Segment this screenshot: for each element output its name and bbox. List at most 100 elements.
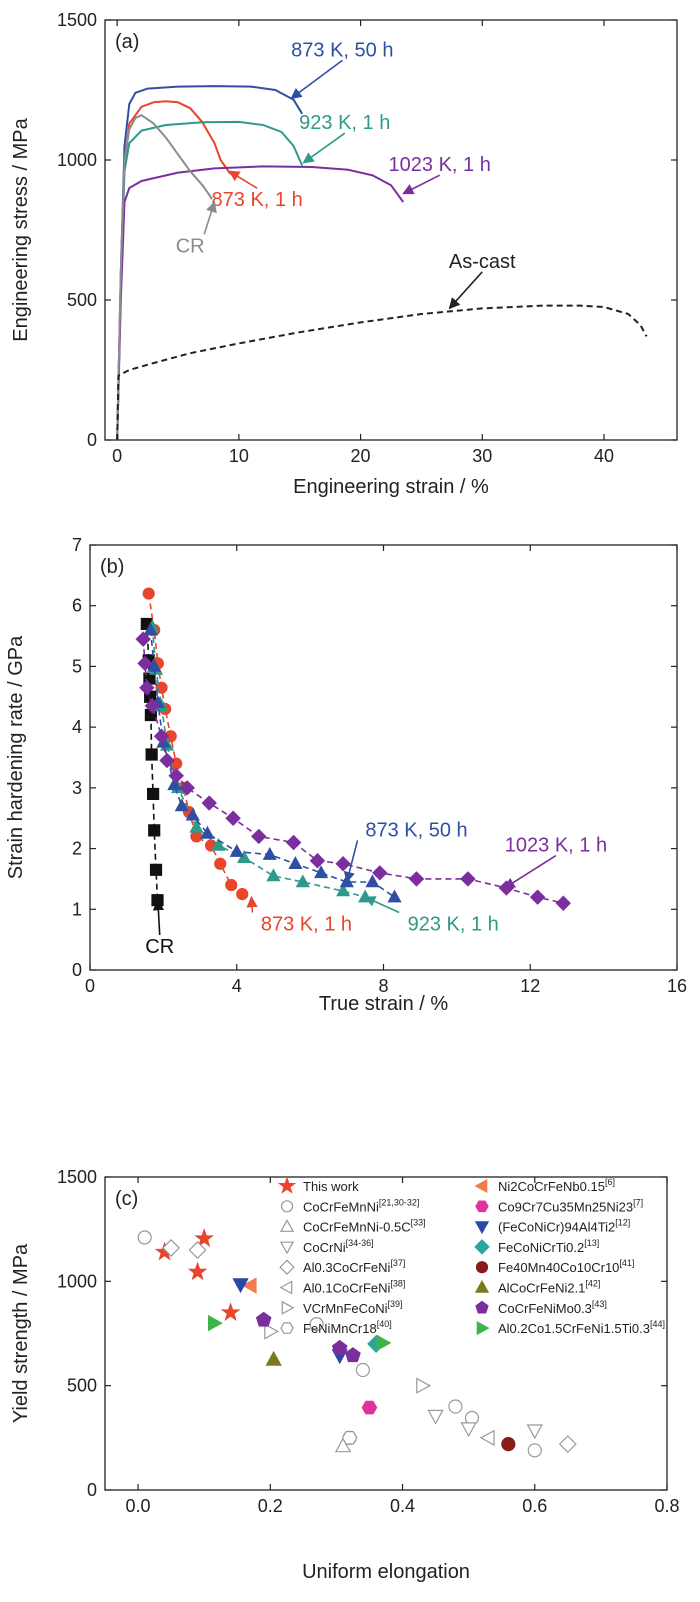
legend-label-ref: [37] <box>390 1258 405 1268</box>
data-point <box>365 874 380 888</box>
series-connector <box>151 626 366 898</box>
y-tick-label: 1 <box>72 899 82 919</box>
annotation-label: 873 K, 1 h <box>261 914 352 936</box>
legend-label-ref: [7] <box>633 1197 643 1207</box>
x-axis-label: Uniform elongation <box>302 1561 470 1583</box>
legend-label-name: This work <box>303 1179 359 1194</box>
y-axis-label: Strain hardening rate / GPa <box>5 635 27 879</box>
data-point <box>376 1334 392 1352</box>
data-point <box>145 748 158 761</box>
annotation-arrow <box>228 170 258 189</box>
annotation-label: 923 K, 1 h <box>408 914 499 936</box>
data-point <box>372 865 388 881</box>
y-tick-label: 1500 <box>57 10 97 30</box>
series-line-873-k-1-h <box>116 100 232 441</box>
legend-label: Ni2CoCrFeNb0.15[6] <box>498 1177 615 1194</box>
legend-label: CoCrFeMnNi[21,30-32] <box>303 1197 419 1214</box>
legend-label-name: Ni2CoCrFeNb0.15 <box>498 1179 605 1194</box>
series-line-873-k-50-h <box>116 85 304 441</box>
legend-label-ref: [39] <box>388 1299 403 1309</box>
data-point <box>185 807 200 821</box>
data-point <box>162 1238 181 1257</box>
legend-marker <box>475 1200 489 1213</box>
y-tick-label: 0 <box>87 430 97 450</box>
x-tick-label: 0 <box>85 976 95 996</box>
legend-label: Co9Cr7Cu35Mn25Ni23[7] <box>498 1197 643 1214</box>
legend-marker <box>474 1239 490 1255</box>
annotation-arrow <box>343 840 359 884</box>
annotation-label: CR <box>145 936 174 958</box>
annotation-label: 873 K, 50 h <box>291 39 393 61</box>
annotation-arrow <box>503 854 557 889</box>
annotation-arrow <box>302 132 346 164</box>
data-point <box>135 631 151 647</box>
annotation-label: 1023 K, 1 h <box>505 835 607 857</box>
data-point <box>309 1317 324 1332</box>
legend-marker <box>476 1320 490 1336</box>
y-tick-label: 7 <box>72 535 82 555</box>
annotation-label: 873 K, 1 h <box>212 189 303 211</box>
legend-label-name: (FeCoNiCr)94Al4Ti2 <box>498 1220 615 1235</box>
x-tick-label: 16 <box>667 976 687 996</box>
x-tick-label: 30 <box>472 446 492 466</box>
data-point <box>143 622 158 636</box>
data-point <box>314 865 329 879</box>
y-axis-label: Engineering stress / MPa <box>10 117 32 341</box>
panel-label: (a) <box>115 31 139 53</box>
data-point <box>341 1431 358 1445</box>
x-tick-label: 20 <box>351 446 371 466</box>
series-line-cr <box>116 114 213 441</box>
legend-label-name: FeNiMnCr18 <box>303 1321 377 1336</box>
data-point <box>448 1399 463 1414</box>
x-tick-label: 0.0 <box>126 1496 151 1516</box>
data-point <box>526 1424 543 1440</box>
annotation-arrow <box>448 271 483 310</box>
data-point <box>232 1278 249 1294</box>
legend-label-name: VCrMnFeCoNi <box>303 1301 388 1316</box>
x-tick-label: 0.6 <box>522 1496 547 1516</box>
legend-label: CoCrFeNiMo0.3[43] <box>498 1299 607 1316</box>
x-tick-label: 0.8 <box>654 1496 679 1516</box>
data-point <box>288 856 303 869</box>
data-point <box>179 780 195 796</box>
legend-label-name: Al0.2Co1.5CrFeNi1.5Ti0.3 <box>498 1321 650 1336</box>
plot-frame <box>104 19 678 441</box>
data-point <box>174 798 189 812</box>
data-point <box>309 852 326 869</box>
data-point <box>149 863 163 876</box>
x-tick-label: 4 <box>232 976 242 996</box>
x-tick-label: 0 <box>112 446 122 466</box>
data-point <box>361 1400 378 1415</box>
data-point <box>220 1302 241 1321</box>
y-tick-label: 6 <box>72 596 82 616</box>
legend-label: Al0.1CoCrFeNi[38] <box>303 1279 405 1296</box>
annotation-label: 1023 K, 1 h <box>389 154 491 176</box>
data-point <box>264 1323 280 1340</box>
y-tick-label: 0 <box>72 960 82 980</box>
annotation-arrow <box>402 174 441 195</box>
y-tick-label: 4 <box>72 717 82 737</box>
data-point <box>527 1443 542 1458</box>
y-tick-label: 1000 <box>57 150 97 170</box>
data-point <box>336 883 351 897</box>
annotation-arrow <box>203 200 217 235</box>
legend-label: VCrMnFeCoNi[39] <box>303 1299 403 1316</box>
x-axis-label: True strain / % <box>319 993 449 1015</box>
y-axis-label: Yield strength / MPa <box>10 1243 32 1423</box>
data-point <box>387 889 402 903</box>
legend-marker <box>279 1241 295 1255</box>
x-tick-label: 40 <box>594 446 614 466</box>
legend-label-ref: [13] <box>584 1238 599 1248</box>
data-point <box>355 1362 370 1378</box>
data-point <box>408 871 425 887</box>
data-point <box>155 681 168 694</box>
data-point <box>266 868 281 882</box>
legend-label: (FeCoNiCr)94Al4Ti2[12] <box>498 1218 630 1235</box>
legend-label-name: Al0.1CoCrFeNi <box>303 1281 391 1296</box>
legend-label: CoCrFeMnNi-0.5C[33] <box>303 1218 426 1235</box>
legend-label-ref: [21,30-32] <box>379 1197 420 1207</box>
data-point <box>188 1241 207 1260</box>
legend-label-name: Co9Cr7Cu35Mn25Ni23 <box>498 1199 633 1214</box>
legend-label-ref: [42] <box>585 1279 600 1289</box>
legend-marker <box>474 1178 488 1194</box>
